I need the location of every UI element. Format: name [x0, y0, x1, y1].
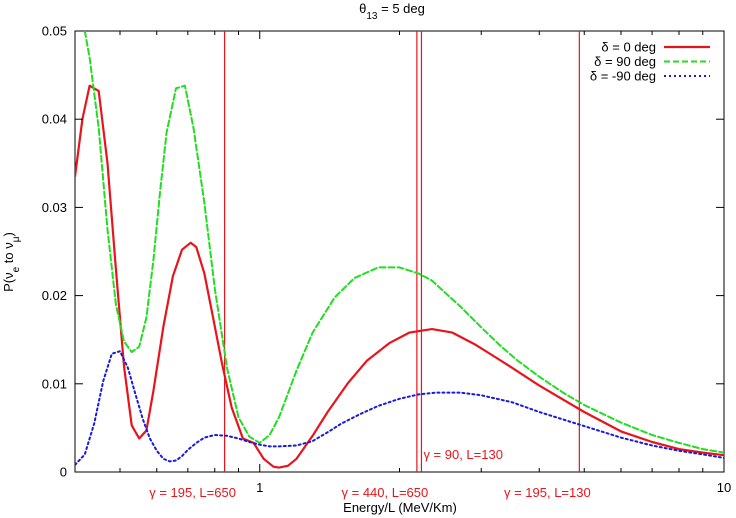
chart-title: θ13 = 5 deg [359, 1, 425, 22]
reference-line-label: γ = 440, L=650 [342, 485, 429, 500]
reference-line-label: γ = 90, L=130 [423, 447, 503, 462]
y-tick-label: 0.04 [42, 112, 67, 127]
y-tick-label: 0.05 [42, 24, 67, 39]
reference-line-label: γ = 195, L=650 [149, 485, 236, 500]
x-tick-label: 10 [717, 480, 731, 495]
y-tick-label: 0 [60, 465, 67, 480]
y-tick-label: 0.03 [42, 200, 67, 215]
reference-line-label: γ = 195, L=130 [504, 485, 591, 500]
axes: 0 0.01 0.02 0.03 0.04 0.05 1 10 [42, 24, 732, 496]
x-tick-label: 1 [256, 480, 263, 495]
y-axis-label: P(νe to νμ) [1, 232, 22, 292]
plot-border [74, 30, 725, 473]
plot-area [74, 30, 725, 473]
y-tick-label: 0.02 [42, 288, 67, 303]
legend-label: δ = 0 deg [601, 40, 656, 55]
series-line-90-deg [83, 31, 724, 454]
legend-label: δ = 90 deg [594, 54, 656, 69]
y-tick-label: 0.01 [42, 376, 67, 391]
reference-lines: γ = 195, L=650 γ = 440, L=650 γ = 90, L=13… [149, 31, 591, 500]
series-line-0-deg [75, 84, 724, 469]
data-series [75, 31, 724, 469]
legend-label: δ = -90 deg [590, 69, 656, 84]
x-axis-label: Energy/L (MeV/Km) [343, 500, 457, 515]
series-line-90-deg [75, 350, 724, 466]
